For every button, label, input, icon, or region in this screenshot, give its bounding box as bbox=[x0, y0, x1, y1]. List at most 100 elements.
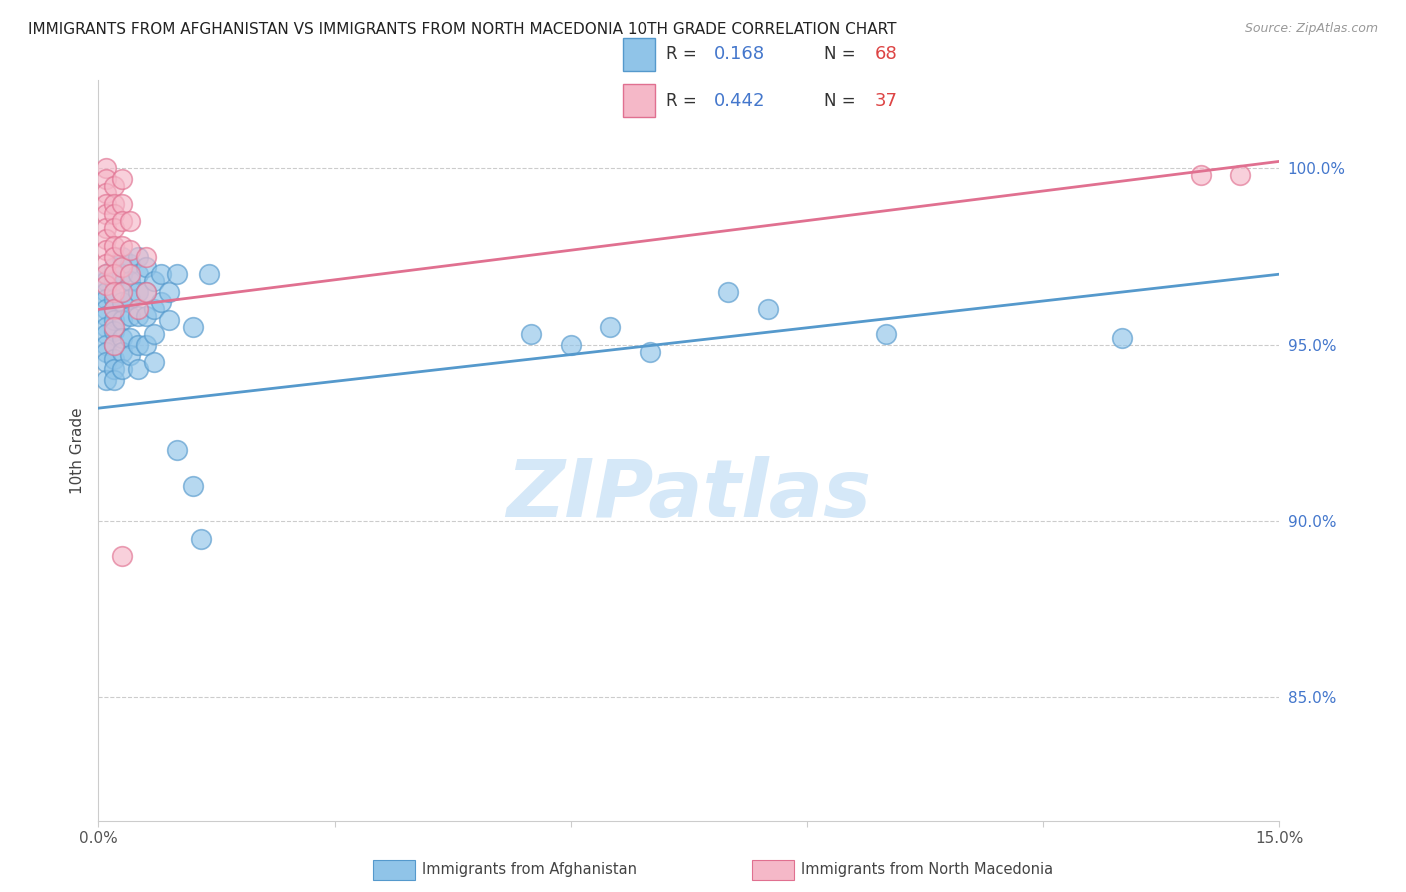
Point bbox=[135, 310, 157, 324]
Point bbox=[111, 295, 134, 310]
Point bbox=[103, 362, 125, 376]
Y-axis label: 10th Grade: 10th Grade bbox=[70, 407, 86, 494]
Point bbox=[103, 324, 125, 338]
Point bbox=[96, 267, 118, 281]
Point bbox=[96, 232, 118, 246]
Point bbox=[103, 274, 125, 288]
Point bbox=[197, 267, 219, 281]
Point bbox=[111, 549, 134, 564]
Point bbox=[127, 302, 149, 317]
Point bbox=[96, 274, 118, 288]
Point bbox=[118, 310, 141, 324]
Point bbox=[96, 355, 118, 369]
Point bbox=[103, 373, 125, 387]
Bar bbox=[752, 860, 794, 880]
Point bbox=[111, 172, 134, 186]
Point bbox=[111, 239, 134, 253]
Point bbox=[111, 260, 134, 274]
Text: R =: R = bbox=[666, 92, 697, 110]
Point bbox=[166, 443, 188, 458]
Point bbox=[103, 292, 125, 306]
Point bbox=[127, 310, 149, 324]
Point bbox=[118, 243, 141, 257]
Text: N =: N = bbox=[824, 45, 855, 63]
Point bbox=[127, 337, 149, 351]
Text: 0.442: 0.442 bbox=[714, 92, 765, 110]
Point bbox=[150, 267, 173, 281]
Point bbox=[103, 239, 125, 253]
Point bbox=[118, 292, 141, 306]
Point bbox=[181, 479, 204, 493]
Point bbox=[103, 351, 125, 366]
Point bbox=[118, 257, 141, 271]
Point bbox=[96, 337, 118, 351]
Point bbox=[103, 207, 125, 221]
Point bbox=[135, 337, 157, 351]
Point bbox=[111, 285, 134, 299]
Point bbox=[96, 344, 118, 359]
Point bbox=[96, 327, 118, 342]
Point bbox=[111, 331, 134, 345]
Point bbox=[103, 320, 125, 334]
Point bbox=[96, 292, 118, 306]
Point bbox=[875, 327, 897, 342]
Text: IMMIGRANTS FROM AFGHANISTAN VS IMMIGRANTS FROM NORTH MACEDONIA 10TH GRADE CORREL: IMMIGRANTS FROM AFGHANISTAN VS IMMIGRANT… bbox=[28, 22, 897, 37]
Point bbox=[560, 337, 582, 351]
Point bbox=[103, 260, 125, 274]
Point bbox=[142, 274, 165, 288]
Point bbox=[103, 179, 125, 194]
Text: N =: N = bbox=[824, 92, 855, 110]
Point bbox=[181, 320, 204, 334]
Point bbox=[96, 310, 118, 324]
Point bbox=[111, 214, 134, 228]
Point bbox=[96, 207, 118, 221]
Point bbox=[103, 302, 125, 317]
Point bbox=[127, 285, 149, 299]
Text: 68: 68 bbox=[875, 45, 897, 63]
Point bbox=[118, 274, 141, 288]
Text: ZIPatlas: ZIPatlas bbox=[506, 456, 872, 534]
Point bbox=[166, 267, 188, 281]
FancyBboxPatch shape bbox=[623, 38, 655, 70]
Point bbox=[96, 320, 118, 334]
Point bbox=[127, 250, 149, 264]
Text: Immigrants from Afghanistan: Immigrants from Afghanistan bbox=[422, 863, 637, 877]
Point bbox=[96, 285, 118, 299]
Point bbox=[118, 348, 141, 362]
Point bbox=[118, 214, 141, 228]
Point bbox=[111, 196, 134, 211]
FancyBboxPatch shape bbox=[623, 84, 655, 117]
Point bbox=[135, 285, 157, 299]
Point bbox=[135, 250, 157, 264]
Point bbox=[111, 285, 134, 299]
Point bbox=[103, 337, 125, 351]
Point bbox=[96, 196, 118, 211]
Text: Source: ZipAtlas.com: Source: ZipAtlas.com bbox=[1244, 22, 1378, 36]
Point bbox=[638, 344, 661, 359]
Bar bbox=[373, 860, 415, 880]
Point bbox=[599, 320, 621, 334]
Point bbox=[118, 267, 141, 281]
Point bbox=[96, 267, 118, 281]
Point bbox=[96, 277, 118, 292]
Point bbox=[142, 355, 165, 369]
Point bbox=[96, 186, 118, 200]
Point bbox=[96, 257, 118, 271]
Point bbox=[103, 302, 125, 317]
Point bbox=[111, 362, 134, 376]
Point bbox=[135, 285, 157, 299]
Point bbox=[157, 285, 180, 299]
Point bbox=[127, 267, 149, 281]
Point bbox=[96, 221, 118, 235]
Text: 0.168: 0.168 bbox=[714, 45, 765, 63]
Point bbox=[103, 267, 125, 281]
Point bbox=[103, 196, 125, 211]
Point bbox=[103, 221, 125, 235]
Point bbox=[150, 295, 173, 310]
Point bbox=[520, 327, 543, 342]
Point bbox=[1111, 331, 1133, 345]
Point bbox=[157, 313, 180, 327]
Point bbox=[96, 172, 118, 186]
Point bbox=[1189, 169, 1212, 183]
Point bbox=[118, 331, 141, 345]
